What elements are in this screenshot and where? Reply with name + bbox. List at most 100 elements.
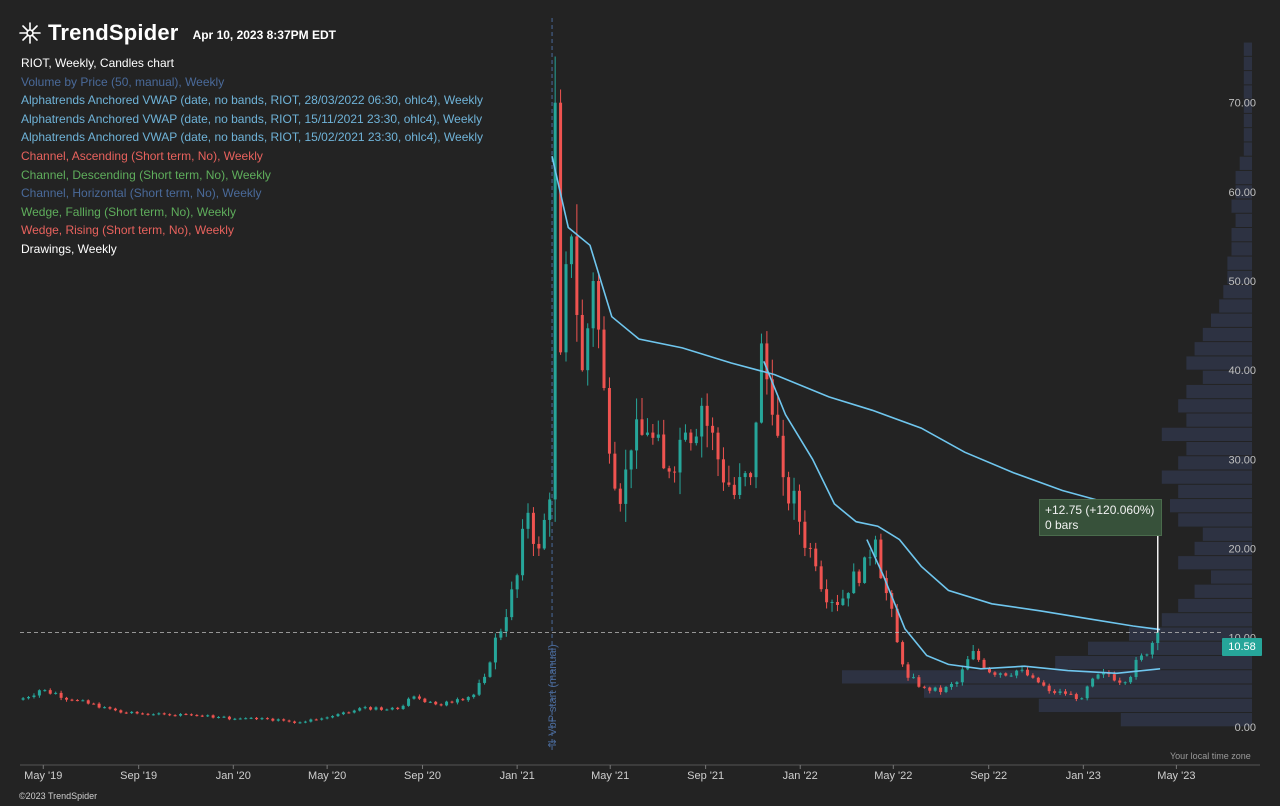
vbp-bar: [1120, 713, 1252, 727]
candle-body: [1085, 686, 1089, 699]
chart-timestamp: Apr 10, 2023 8:37PM EDT: [192, 27, 336, 42]
candle-body: [499, 631, 503, 638]
vbp-bar: [1235, 170, 1252, 185]
chart-title[interactable]: RIOT, Weekly, Candles chart: [21, 56, 174, 70]
candle-body: [211, 715, 215, 718]
candles: [21, 56, 1160, 724]
candle-body: [629, 450, 633, 470]
candle-body: [461, 699, 465, 701]
vbp-bar: [1178, 484, 1252, 499]
candle-body: [255, 717, 259, 720]
vbp-bar: [1178, 513, 1252, 527]
candle-body: [1134, 659, 1138, 677]
candle-body: [949, 683, 953, 687]
candle-body: [483, 676, 487, 683]
candle-body: [917, 677, 921, 687]
candle-body: [1096, 674, 1100, 679]
candle-body: [846, 593, 850, 599]
candle-body: [841, 598, 845, 605]
vbp-bar: [1194, 541, 1252, 556]
candle-body: [293, 721, 297, 723]
vbp-bar: [1235, 185, 1252, 199]
vbp-bar: [1194, 584, 1252, 598]
candle-body: [759, 343, 763, 423]
legend-item[interactable]: Alphatrends Anchored VWAP (date, no band…: [21, 93, 484, 108]
vbp-bar: [1186, 356, 1252, 370]
x-tick-label: Sep '20: [404, 770, 441, 782]
candle-body: [749, 473, 753, 478]
candle-body: [890, 593, 894, 609]
volume-by-price: [842, 42, 1252, 727]
timezone-label[interactable]: Your local time zone: [1170, 751, 1251, 761]
candle-body: [716, 432, 720, 460]
candle-body: [1145, 654, 1149, 656]
x-tick-label: Jan '22: [783, 770, 818, 782]
candle-body: [711, 425, 715, 433]
candle-body: [575, 236, 579, 315]
vbp-bar: [1178, 598, 1252, 613]
candle-body: [217, 716, 221, 718]
legend-item[interactable]: Drawings, Weekly: [21, 241, 117, 256]
candle-body: [504, 617, 508, 632]
candle-body: [911, 677, 915, 679]
candle-body: [184, 713, 188, 715]
candle-body: [651, 432, 655, 438]
vbp-bar: [1243, 128, 1252, 142]
candle-body: [1042, 682, 1046, 686]
candle-body: [993, 672, 997, 675]
legend-item[interactable]: Wedge, Falling (Short term, No), Weekly: [21, 204, 236, 219]
candle-body: [466, 697, 470, 701]
candle-body: [765, 343, 769, 380]
anchored-vwap-line-2: [763, 360, 1161, 631]
candle-body: [271, 718, 275, 721]
candle-body: [928, 687, 932, 691]
candle-body: [21, 698, 25, 700]
candle-body: [1118, 680, 1122, 683]
vbp-bar: [1243, 56, 1252, 71]
vbp-bar: [1223, 285, 1252, 299]
candle-body: [75, 700, 79, 702]
candle-body: [1025, 669, 1029, 676]
legend-item[interactable]: Alphatrends Anchored VWAP (date, no band…: [21, 130, 484, 145]
candle-body: [814, 548, 818, 567]
candle-body: [569, 236, 573, 265]
candle-body: [385, 709, 389, 711]
candle-body: [445, 701, 449, 706]
legend-item[interactable]: Channel, Horizontal (Short term, No), We…: [21, 186, 262, 201]
candle-body: [331, 716, 335, 718]
vbp-bar: [1186, 413, 1252, 427]
candle-body: [97, 703, 101, 708]
candle-body: [477, 682, 481, 695]
candle-body: [32, 695, 36, 698]
candle-body: [1112, 674, 1116, 681]
candle-body: [173, 715, 177, 717]
candle-body: [678, 439, 682, 473]
candle-body: [531, 512, 535, 544]
legend-item[interactable]: Volume by Price (50, manual), Weekly: [21, 74, 225, 89]
x-tick-label: Sep '22: [970, 770, 1007, 782]
candle-body: [586, 328, 590, 371]
legend-item[interactable]: Alphatrends Anchored VWAP (date, no band…: [21, 111, 483, 126]
candle-body: [607, 388, 611, 454]
candle-body: [407, 698, 411, 706]
candle-body: [542, 519, 546, 549]
x-tick-label: Sep '19: [120, 770, 157, 782]
vbp-bar: [1186, 441, 1252, 456]
vbp-bar: [1243, 99, 1252, 113]
candle-body: [640, 419, 644, 435]
y-tick-label: 70.00: [1228, 98, 1256, 110]
vbp-bar: [1202, 527, 1252, 541]
candle-body: [168, 714, 172, 716]
legend-item[interactable]: Wedge, Rising (Short term, No), Weekly: [21, 223, 234, 238]
candle-body: [1036, 677, 1040, 683]
candle-body: [54, 692, 58, 694]
candle-body: [1150, 642, 1154, 655]
candle-body: [662, 434, 666, 469]
candle-body: [879, 539, 883, 579]
candle-body: [1015, 670, 1019, 676]
vbp-bar: [1243, 85, 1252, 99]
candle-body: [835, 601, 839, 605]
legend-item[interactable]: Channel, Ascending (Short term, No), Wee…: [21, 148, 263, 163]
legend-item[interactable]: Channel, Descending (Short term, No), We…: [21, 167, 271, 182]
